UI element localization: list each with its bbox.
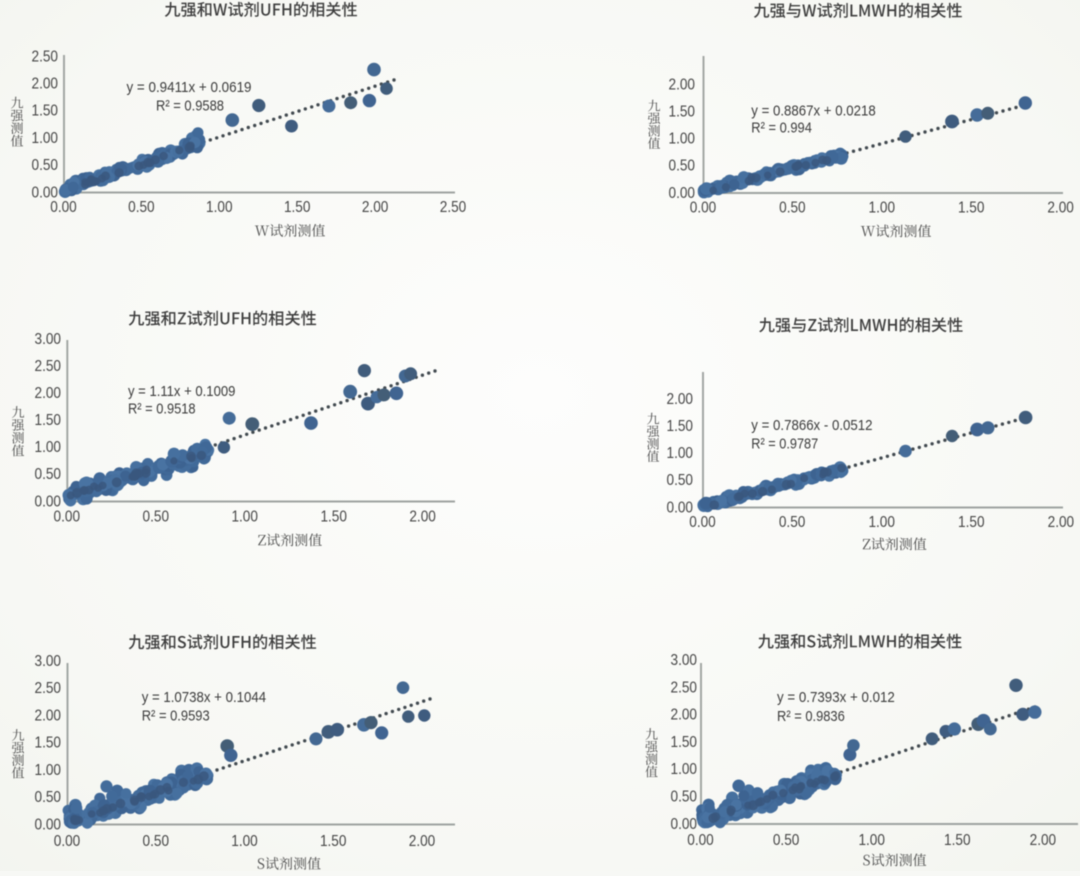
svg-text:1.00: 1.00	[231, 508, 258, 525]
svg-text:1.50: 1.50	[667, 418, 694, 435]
svg-text:2.00: 2.00	[35, 385, 62, 402]
svg-text:2.50: 2.50	[440, 199, 467, 216]
svg-text:0.00: 0.00	[54, 833, 81, 850]
svg-text:2.50: 2.50	[35, 680, 62, 697]
svg-text:2.00: 2.00	[671, 707, 698, 724]
svg-text:y = 0.7866x - 0.0512: y = 0.7866x - 0.0512	[751, 417, 872, 434]
svg-text:0.50: 0.50	[35, 789, 62, 806]
svg-text:0.00: 0.00	[54, 508, 81, 525]
svg-text:R² = 0.9593: R² = 0.9593	[142, 707, 210, 724]
svg-text:2.50: 2.50	[671, 679, 698, 696]
svg-text:0.00: 0.00	[32, 184, 59, 201]
svg-text:0.00: 0.00	[35, 816, 62, 833]
svg-text:2.00: 2.00	[667, 391, 694, 408]
svg-text:2.00: 2.00	[409, 833, 436, 850]
svg-text:1.00: 1.00	[231, 833, 258, 850]
svg-text:1.50: 1.50	[958, 199, 985, 216]
svg-text:0.50: 0.50	[35, 466, 62, 483]
svg-text:1.50: 1.50	[32, 103, 59, 120]
svg-text:0.50: 0.50	[773, 832, 800, 849]
svg-text:y = 1.0738x + 0.1044: y = 1.0738x + 0.1044	[142, 689, 266, 706]
svg-text:0.50: 0.50	[779, 199, 806, 216]
svg-text:1.50: 1.50	[284, 199, 311, 216]
svg-text:2.00: 2.00	[1047, 199, 1074, 216]
svg-text:1.00: 1.00	[35, 439, 62, 456]
svg-text:0.50: 0.50	[143, 833, 170, 850]
svg-text:0.50: 0.50	[128, 199, 155, 216]
svg-text:1.00: 1.00	[869, 199, 896, 216]
svg-text:1.00: 1.00	[671, 761, 698, 778]
svg-text:0.50: 0.50	[669, 158, 696, 175]
svg-text:0.50: 0.50	[667, 472, 694, 489]
svg-text:1.50: 1.50	[35, 412, 62, 429]
svg-text:0.50: 0.50	[32, 157, 59, 174]
svg-text:y = 1.11x + 0.1009: y = 1.11x + 0.1009	[128, 383, 235, 400]
svg-text:1.00: 1.00	[206, 199, 233, 216]
svg-text:1.50: 1.50	[669, 104, 696, 121]
svg-text:1.00: 1.00	[858, 832, 885, 849]
svg-text:3.00: 3.00	[35, 331, 62, 348]
svg-text:2.00: 2.00	[32, 76, 59, 93]
svg-text:R² = 0.9787: R² = 0.9787	[751, 435, 818, 452]
svg-text:3.00: 3.00	[671, 652, 698, 669]
svg-text:1.50: 1.50	[958, 514, 985, 531]
svg-text:0.00: 0.00	[689, 514, 716, 531]
svg-text:0.00: 0.00	[50, 199, 77, 216]
svg-text:1.50: 1.50	[944, 832, 971, 849]
svg-text:2.00: 2.00	[669, 76, 696, 93]
svg-text:y = 0.7393x + 0.012: y = 0.7393x + 0.012	[777, 689, 895, 706]
svg-text:2.50: 2.50	[32, 48, 59, 65]
svg-text:1.50: 1.50	[320, 833, 347, 850]
svg-text:0.50: 0.50	[143, 508, 170, 525]
svg-text:1.00: 1.00	[868, 514, 895, 531]
svg-text:1.00: 1.00	[35, 762, 62, 779]
svg-text:R² = 0.9836: R² = 0.9836	[777, 708, 845, 725]
svg-text:0.50: 0.50	[779, 514, 806, 531]
svg-text:2.00: 2.00	[362, 199, 389, 216]
svg-text:y = 0.9411x + 0.0619: y = 0.9411x + 0.0619	[127, 79, 252, 96]
svg-text:0.00: 0.00	[687, 832, 714, 849]
svg-text:1.00: 1.00	[667, 445, 694, 462]
svg-text:0.00: 0.00	[671, 816, 698, 833]
svg-text:y = 0.8867x + 0.0218: y = 0.8867x + 0.0218	[751, 103, 875, 120]
svg-text:2.00: 2.00	[35, 707, 62, 724]
svg-text:R² = 0.9588: R² = 0.9588	[156, 97, 224, 114]
svg-text:3.00: 3.00	[35, 653, 62, 670]
svg-text:0.00: 0.00	[690, 199, 717, 216]
svg-text:0.50: 0.50	[671, 789, 698, 806]
svg-text:1.00: 1.00	[669, 131, 696, 148]
svg-text:R² = 0.994: R² = 0.994	[751, 120, 812, 137]
svg-text:1.50: 1.50	[320, 508, 347, 525]
svg-text:0.00: 0.00	[667, 499, 694, 516]
svg-text:2.50: 2.50	[35, 358, 62, 375]
svg-text:2.00: 2.00	[409, 508, 436, 525]
svg-text:R² = 0.9518: R² = 0.9518	[128, 401, 196, 418]
svg-text:1.50: 1.50	[35, 735, 62, 752]
svg-text:0.00: 0.00	[669, 185, 696, 202]
svg-text:2.00: 2.00	[1048, 514, 1075, 531]
svg-text:0.00: 0.00	[35, 493, 62, 510]
svg-text:1.50: 1.50	[671, 734, 698, 751]
svg-text:1.00: 1.00	[32, 130, 59, 147]
svg-text:2.00: 2.00	[1030, 832, 1057, 849]
